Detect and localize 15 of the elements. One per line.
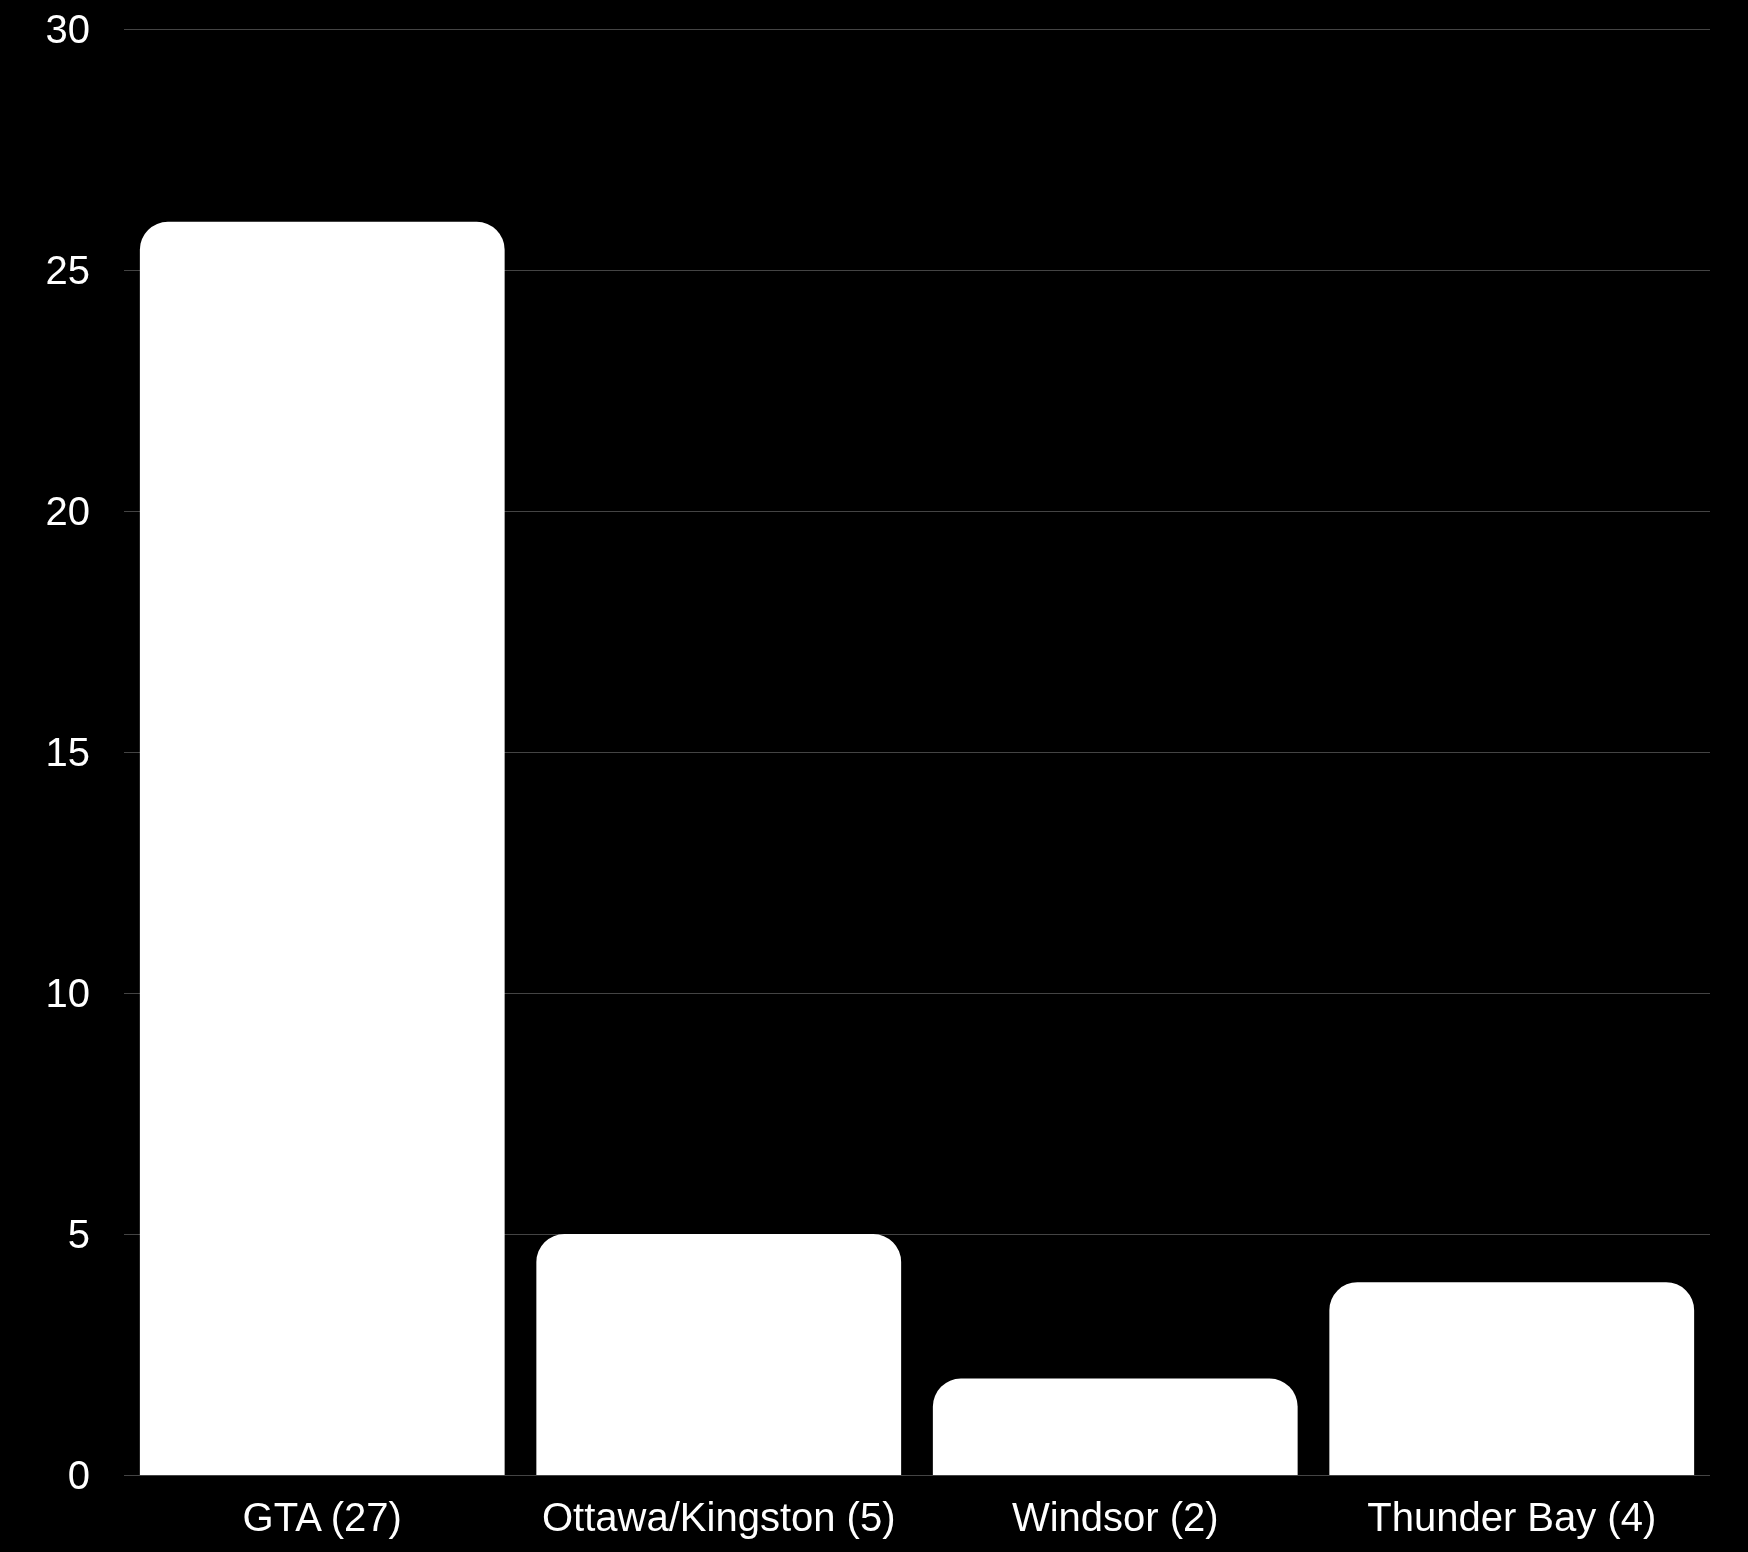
y-tick-label: 5 (67, 1212, 90, 1256)
y-tick-label: 10 (45, 971, 90, 1015)
y-tick-label: 30 (45, 7, 90, 51)
y-tick-label: 0 (67, 1453, 90, 1497)
y-tick-label: 25 (45, 248, 90, 292)
x-tick-label: GTA (27) (242, 1495, 402, 1539)
bar (536, 1234, 902, 1475)
bar (932, 1378, 1298, 1475)
x-tick-label: Windsor (2) (1011, 1495, 1219, 1539)
bar (1329, 1282, 1695, 1475)
x-tick-label: Thunder Bay (4) (1367, 1495, 1657, 1539)
y-tick-label: 20 (45, 489, 90, 533)
y-tick-label: 15 (45, 730, 90, 774)
x-tick-label: Ottawa/Kingston (5) (542, 1495, 896, 1539)
bar (139, 221, 505, 1475)
